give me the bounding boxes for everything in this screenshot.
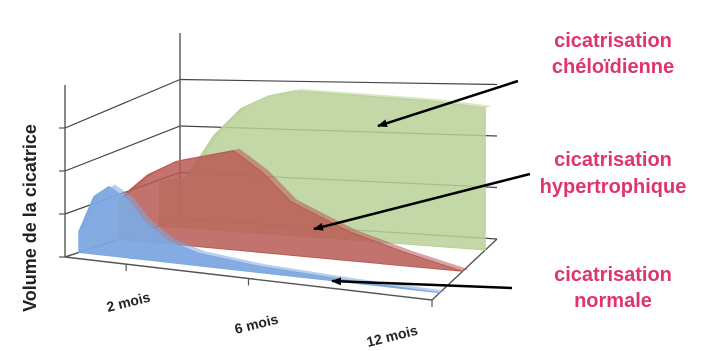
grid-line [64,78,181,129]
annotations: cicatrisation chéloïdienne cicatrisation… [540,30,687,312]
arrow-cheloidienne [377,79,519,128]
x-tick-6-mois: 6 mois [233,311,280,337]
y-axis-label: Volume de la cicatrice [20,124,40,312]
annotation-cheloidienne-line2: chéloïdienne [552,56,674,78]
series-top-hypertrophique [119,148,469,272]
annotation-hypertrophique-line1: cicatrisation [554,149,672,171]
annotation-hypertrophique-line2: hypertrophique [540,176,687,198]
arrow-normale [331,277,513,290]
grid-line [179,78,498,86]
annotation-normale-line2: normale [574,290,652,312]
annotation-cheloidienne-line1: cicatrisation [554,30,672,52]
annotation-arrows [313,79,531,290]
x-tick-labels: 2 mois 6 mois 12 mois [105,289,420,350]
x-tick-2-mois: 2 mois [105,289,152,315]
series-areas [78,88,492,294]
grid-line [64,125,181,172]
annotation-normale-line1: cicatrisation [554,264,672,286]
arrow-hypertrophique [313,172,531,231]
x-tick-12-mois: 12 mois [365,322,420,350]
